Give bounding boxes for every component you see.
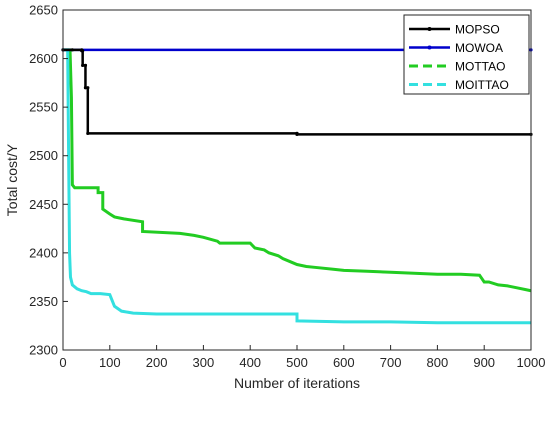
x-tick-label: 400 [239,355,261,370]
y-axis-label: Total cost/Y [4,143,20,216]
legend-marker-mopso [427,27,432,31]
y-tick-label: 2650 [29,3,58,18]
series-point-mopso [81,63,85,67]
y-tick-label: 2600 [29,51,58,66]
series-point-mopso [70,48,74,52]
series-point-mopso [83,86,88,90]
x-tick-label: 900 [473,355,495,370]
x-tick-label: 1000 [517,355,546,370]
x-tick-label: 500 [286,355,308,370]
legend-marker-mowoa [427,45,432,50]
legend-label-mopso: MOPSO [455,23,500,37]
legend-label-mottao: MOTTAO [455,60,505,74]
series-point-mopso [295,132,299,136]
y-axis-ticks: 2300 2350 2400 2450 2500 2550 2600 2650 [29,3,68,358]
x-tick-label: 800 [427,355,449,370]
series-point-mopso [81,49,85,53]
x-tick-label: 100 [99,355,121,370]
x-tick-label: 700 [380,355,402,370]
y-tick-label: 2300 [29,343,58,358]
y-tick-label: 2400 [29,245,58,260]
legend: MOPSO MOWOA MOTTAO MOITTAO [403,14,530,95]
x-axis-ticks: 0 100 200 300 400 500 600 700 800 900 1000 [59,345,545,370]
series-point-mopso [86,131,90,135]
y-tick-label: 2350 [29,294,58,309]
y-tick-label: 2450 [29,197,58,212]
y-tick-label: 2500 [29,148,58,163]
series-point-mopso [83,63,88,67]
x-axis-label: Number of iterations [234,375,360,391]
x-tick-label: 600 [333,355,355,370]
series-layer [61,48,533,325]
y-tick-label: 2550 [29,100,58,115]
series-line-moittao [63,48,531,325]
legend-label-mowoa: MOWOA [455,41,503,55]
x-tick-label: 0 [59,355,66,370]
legend-label-moittao: MOITTAO [455,78,509,92]
series-line-mottao [63,48,532,293]
legend-items: MOPSO MOWOA MOTTAO MOITTAO [409,23,509,92]
x-tick-label: 200 [146,355,168,370]
x-tick-label: 300 [193,355,215,370]
series-point-mopso [86,86,90,90]
